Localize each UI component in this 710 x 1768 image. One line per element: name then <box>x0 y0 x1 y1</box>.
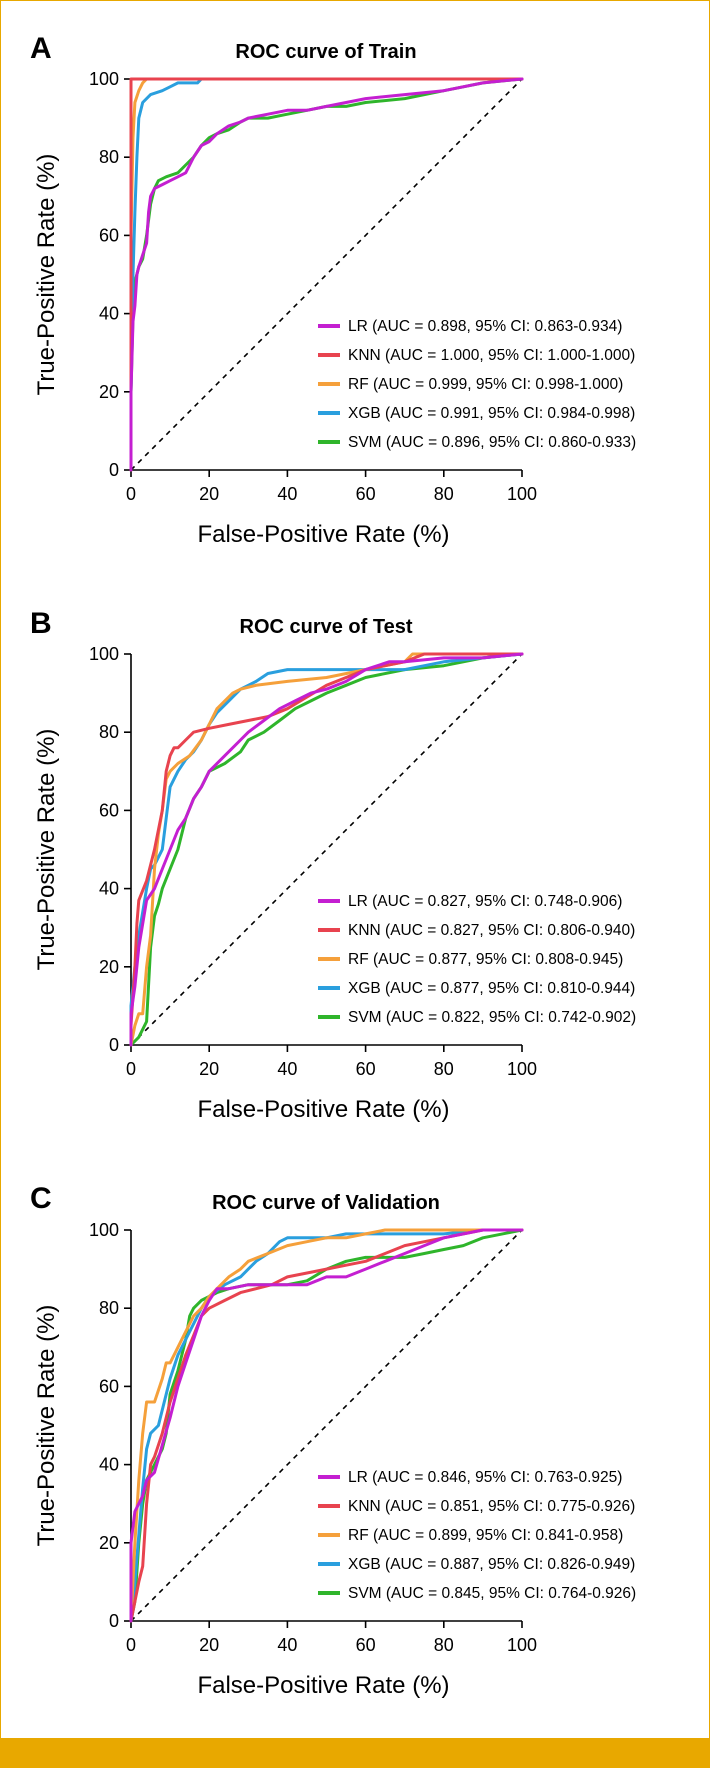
x-tick-label: 60 <box>356 1635 376 1655</box>
roc-curve-svm <box>129 1228 524 1623</box>
legend-label-xgb: XGB (AUC = 0.887, 95% CI: 0.826-0.949) <box>348 1556 635 1573</box>
roc-curve-lr <box>129 1228 524 1623</box>
chance-diagonal <box>130 78 523 471</box>
legend-label-rf: RF (AUC = 0.999, 95% CI: 0.998-1.000) <box>348 376 623 393</box>
y-tick-label: 60 <box>99 800 119 820</box>
roc-curve-svm <box>129 652 524 1047</box>
x-tick-label: 80 <box>434 484 454 504</box>
x-tick-label: 60 <box>356 484 376 504</box>
y-tick-label: 0 <box>109 1035 119 1055</box>
legend-label-knn: KNN (AUC = 0.851, 95% CI: 0.775-0.926) <box>348 1498 635 1515</box>
legend-label-xgb: XGB (AUC = 0.877, 95% CI: 0.810-0.944) <box>348 980 635 997</box>
legend-label-knn: KNN (AUC = 0.827, 95% CI: 0.806-0.940) <box>348 922 635 939</box>
x-tick-label: 100 <box>507 1635 537 1655</box>
roc-curve-rf <box>129 1228 524 1623</box>
chart-panel-b: B ROC curve of Test 0 20 40 60 80 100 0 20 40 60 80 1… <box>30 607 636 1123</box>
panel-letter: C <box>30 1182 52 1215</box>
x-tick-label: 100 <box>507 1059 537 1079</box>
roc-curve-rf <box>129 652 524 1047</box>
legend-label-svm: SVM (AUC = 0.822, 95% CI: 0.742-0.902) <box>348 1009 636 1026</box>
y-tick-label: 20 <box>99 1533 119 1553</box>
panel-letter: A <box>30 32 52 65</box>
roc-curve-lr <box>129 77 524 472</box>
y-tick-label: 0 <box>109 1611 119 1631</box>
y-tick-label: 40 <box>99 879 119 899</box>
x-tick-label: 20 <box>199 484 219 504</box>
y-axis-title: True-Positive Rate (%) <box>33 154 60 396</box>
legend-label-knn: KNN (AUC = 1.000, 95% CI: 1.000-1.000) <box>348 347 635 364</box>
x-tick-label: 60 <box>356 1059 376 1079</box>
y-tick-label: 100 <box>89 69 119 89</box>
roc-curve-xgb <box>129 1228 524 1623</box>
x-tick-label: 100 <box>507 484 537 504</box>
bottom-accent-bar <box>0 1738 710 1768</box>
legend-label-xgb: XGB (AUC = 0.991, 95% CI: 0.984-0.998) <box>348 405 635 422</box>
chance-diagonal <box>130 653 523 1046</box>
x-tick-label: 80 <box>434 1059 454 1079</box>
x-tick-label: 0 <box>126 1635 136 1655</box>
chart-panel-c: C ROC curve of Validation 0 20 40 60 80 100 0 20 4… <box>30 1182 636 1699</box>
y-tick-label: 0 <box>109 460 119 480</box>
chart-title: ROC curve of Train <box>235 41 416 63</box>
chart-title: ROC curve of Validation <box>212 1192 440 1214</box>
y-tick-label: 100 <box>89 1220 119 1240</box>
y-tick-label: 40 <box>99 1455 119 1475</box>
x-tick-label: 40 <box>277 1635 297 1655</box>
legend-label-rf: RF (AUC = 0.899, 95% CI: 0.841-0.958) <box>348 1527 623 1544</box>
y-tick-label: 80 <box>99 722 119 742</box>
x-tick-label: 0 <box>126 484 136 504</box>
chart-title: ROC curve of Test <box>240 616 413 638</box>
y-tick-label: 80 <box>99 1298 119 1318</box>
y-tick-label: 60 <box>99 225 119 245</box>
chart-panel-a: A ROC curve of Train 0 20 40 60 80 100 0 20 40 60 80… <box>30 32 636 548</box>
legend-label-svm: SVM (AUC = 0.845, 95% CI: 0.764-0.926) <box>348 1585 636 1602</box>
chance-diagonal <box>130 1229 523 1622</box>
roc-curve-xgb <box>129 77 524 472</box>
x-axis-title: False-Positive Rate (%) <box>197 521 449 548</box>
legend-label-svm: SVM (AUC = 0.896, 95% CI: 0.860-0.933) <box>348 434 636 451</box>
x-axis-title: False-Positive Rate (%) <box>197 1672 449 1699</box>
x-tick-label: 40 <box>277 1059 297 1079</box>
y-tick-label: 40 <box>99 304 119 324</box>
panel-letter: B <box>30 607 52 640</box>
x-tick-label: 20 <box>199 1059 219 1079</box>
y-tick-label: 100 <box>89 644 119 664</box>
legend-label-lr: LR (AUC = 0.827, 95% CI: 0.748-0.906) <box>348 893 622 910</box>
y-tick-label: 20 <box>99 382 119 402</box>
x-tick-label: 40 <box>277 484 297 504</box>
roc-curve-lr <box>129 652 524 1047</box>
y-tick-label: 60 <box>99 1376 119 1396</box>
x-tick-label: 0 <box>126 1059 136 1079</box>
x-axis-title: False-Positive Rate (%) <box>197 1096 449 1123</box>
x-tick-label: 20 <box>199 1635 219 1655</box>
y-tick-label: 80 <box>99 147 119 167</box>
legend-label-lr: LR (AUC = 0.846, 95% CI: 0.763-0.925) <box>348 1469 622 1486</box>
legend-label-lr: LR (AUC = 0.898, 95% CI: 0.863-0.934) <box>348 318 622 335</box>
legend-label-rf: RF (AUC = 0.877, 95% CI: 0.808-0.945) <box>348 951 623 968</box>
y-tick-label: 20 <box>99 957 119 977</box>
roc-curve-knn <box>129 1228 524 1623</box>
y-axis-title: True-Positive Rate (%) <box>33 1305 60 1547</box>
x-tick-label: 80 <box>434 1635 454 1655</box>
y-axis-title: True-Positive Rate (%) <box>33 729 60 971</box>
